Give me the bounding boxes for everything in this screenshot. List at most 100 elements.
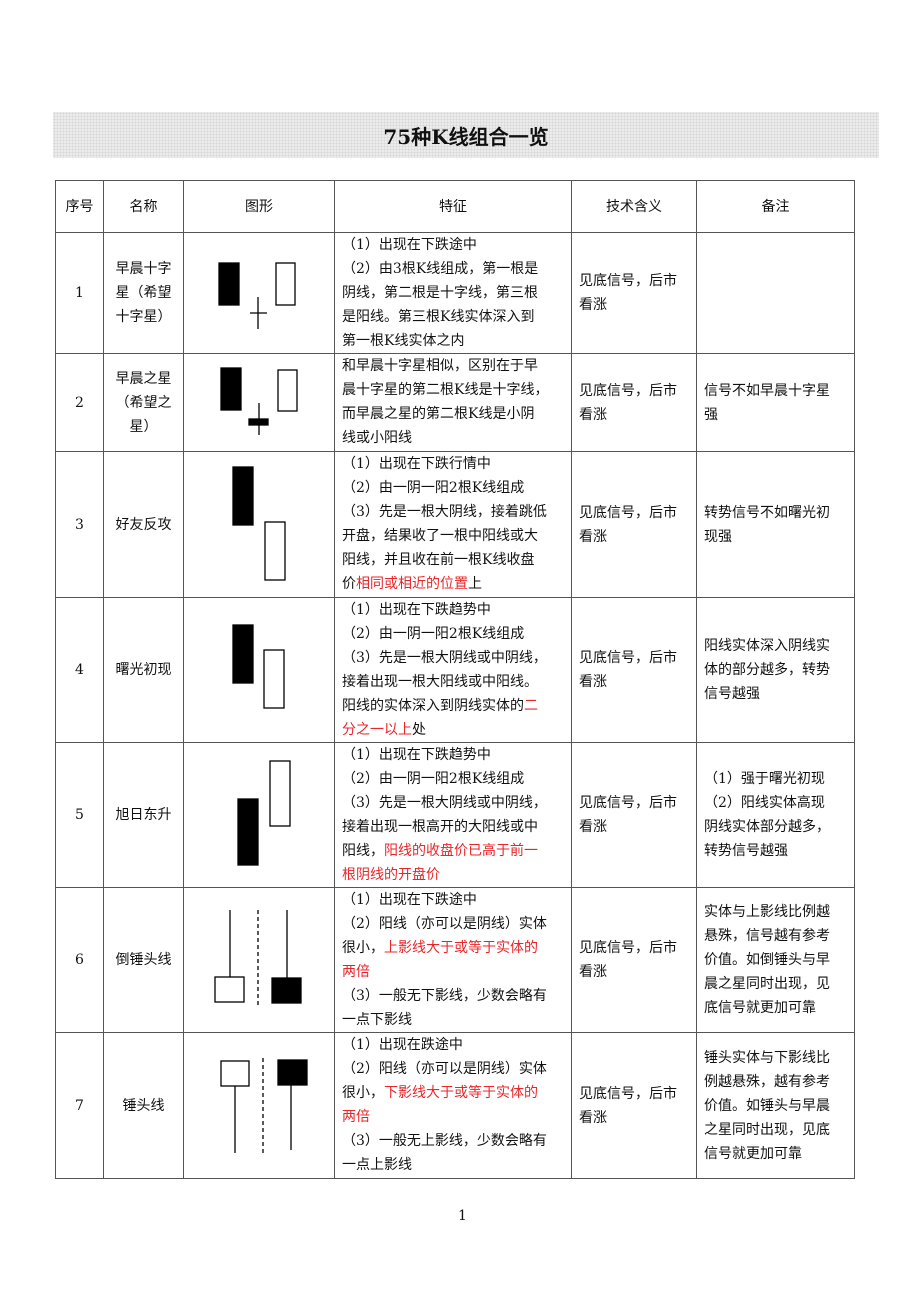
feature-text: 接着出现一根高开的大阳线或中 xyxy=(342,819,538,835)
feature-line: （2）阳线（亦可以是阴线）实体 xyxy=(342,912,569,936)
name-line: 星（希望 xyxy=(115,285,172,301)
kline-table: 序号 名称 图形 特征 技术含义 备注 1 早晨十字星（希望十字星） （1）出现在下… xyxy=(55,180,855,1179)
feature-line: 接着出现一根大阳线或中阳线。 xyxy=(342,670,569,694)
row-number: 1 xyxy=(55,232,104,354)
feature-line: 开盘，结果收了一根中阳线或大 xyxy=(342,524,569,548)
row-meaning: 见底信号，后市 看涨 xyxy=(571,742,697,888)
meaning-line: 看涨 xyxy=(579,819,607,835)
feature-line: （1）出现在下跌途中 xyxy=(342,888,569,912)
name-line: 十字星） xyxy=(115,309,172,325)
highlight-text: 两倍 xyxy=(342,964,370,980)
feature-text: 阴线，第二根是十字线，第三根 xyxy=(342,285,538,301)
note-line: 阴线实体部分越多， xyxy=(704,819,830,835)
feature-text: 一点下影线 xyxy=(342,1012,412,1028)
row-note: 锤头实体与下影线比 例越悬殊，越有参考 价值。如锤头与早晨 之星同时出现，见底 信号就更… xyxy=(696,1032,855,1179)
feature-text: （1）出现在下跌趋势中 xyxy=(342,747,491,763)
feature-line: （2）由3根K线组成，第一根是 xyxy=(342,257,569,281)
header-meaning: 技术含义 xyxy=(571,180,697,233)
bullish-candle xyxy=(263,649,285,709)
note-line: 晨之星同时出现，见 xyxy=(704,976,830,992)
figure-row-7 xyxy=(220,1058,308,1153)
feature-text: （2）阳线（亦可以是阴线）实体 xyxy=(342,1061,547,1077)
figure-cell xyxy=(183,451,335,598)
row-note: 转势信号不如曙光初 现强 xyxy=(696,451,855,598)
note-line: 信号就更加可靠 xyxy=(704,1145,802,1162)
highlight-text: 分之一以上 xyxy=(342,722,412,738)
feature-line: （3）先是一根大阴线或中阴线， xyxy=(342,646,569,670)
highlight-text: 两倍 xyxy=(342,1109,370,1125)
figure-row-2 xyxy=(220,367,298,435)
feature-line: （3）一般无上影线，少数会略有 xyxy=(342,1129,569,1153)
table-row: 2 早晨之星 （希望之 星） 和早晨十字星相似，区别在于早 晨十字星的第二根K线是十字线，… xyxy=(55,353,855,452)
feature-text: （2）由一阴一阳2根K线组成 xyxy=(342,771,525,787)
meaning-line: 看涨 xyxy=(579,297,607,313)
bullish-candle xyxy=(220,1060,250,1087)
row-note: 信号不如早晨十字星强 xyxy=(696,353,855,452)
row-feature: （1）出现在跌途中 （2）阳线（亦可以是阴线）实体 很小，下影线大于或等于实体的 两倍… xyxy=(334,1032,572,1179)
note-line: 阳线实体深入阴线实 xyxy=(704,638,830,654)
row-meaning: 见底信号，后市 看涨 xyxy=(571,451,697,598)
note-line: 现强 xyxy=(704,528,732,545)
feature-line: 分之一以上处 xyxy=(342,718,569,742)
feature-line: （1）出现在跌途中 xyxy=(342,1033,569,1057)
name-line: 早晨十字 xyxy=(115,261,172,277)
figure-row-6 xyxy=(214,910,302,1007)
bullish-candle xyxy=(275,262,296,306)
bearish-candle xyxy=(271,977,302,1004)
row-meaning: 见底信号，后市 看涨 xyxy=(571,1032,697,1179)
name-line: （希望之 xyxy=(115,394,172,411)
feature-text: 很小， xyxy=(342,940,384,956)
feature-text: 阳线， xyxy=(342,843,384,859)
table-row: 1 早晨十字 星（希望 十字星） （1）出现在下跌途中 （2）由3根K线组成，第一根是 阴线… xyxy=(55,232,855,354)
table-row: 7 锤头线 （1）出现在跌途中 （2）阳线（亦可以是阴线）实体 很小，下影线大于或等于实… xyxy=(55,1032,855,1179)
feature-text: 晨十字星的第二根K线是十字线， xyxy=(342,382,549,398)
feature-line: 阴线，第二根是十字线，第三根 xyxy=(342,281,569,305)
feature-line: 是阳线。第三根K线实体深入到 xyxy=(342,305,569,329)
table-row: 5 旭日东升 （1）出现在下跌趋势中 （2）由一阴一阳2根K线组成 （3）先是一根大阴线… xyxy=(55,742,855,888)
feature-text: 阳线的实体深入到阴线实体的 xyxy=(342,698,524,714)
note-line: 实体与上影线比例越 xyxy=(704,904,830,920)
row-feature: （1）出现在下跌趋势中 （2）由一阴一阳2根K线组成 （3）先是一根大阴线或中阴线，… xyxy=(334,597,572,743)
bearish-candle xyxy=(218,262,240,306)
feature-text: （1）出现在跌途中 xyxy=(342,1037,463,1053)
feature-text: （2）由一阴一阳2根K线组成 xyxy=(342,480,525,496)
meaning-line: 看涨 xyxy=(579,406,607,423)
bullish-candle xyxy=(264,521,286,581)
feature-line: （2）由一阴一阳2根K线组成 xyxy=(342,622,569,646)
figure-cell xyxy=(183,887,335,1033)
header-name: 名称 xyxy=(103,180,184,233)
note-line: 例越悬殊，越有参考 xyxy=(704,1073,830,1090)
feature-line: 阳线的实体深入到阴线实体的二 xyxy=(342,694,569,718)
highlight-text: 根阴线的开盘价 xyxy=(342,867,440,883)
table-row: 4 曙光初现 （1）出现在下跌趋势中 （2）由一阴一阳2根K线组成 （3）先是一根大阴线… xyxy=(55,597,855,743)
feature-text: （3）一般无下影线，少数会略有 xyxy=(342,988,547,1004)
row-name: 倒锤头线 xyxy=(103,887,184,1033)
note-line: （1）强于曙光初现 xyxy=(704,771,825,787)
meaning-line: 见底信号，后市 xyxy=(579,273,677,289)
feature-line: 两倍 xyxy=(342,1105,569,1129)
bullish-candle xyxy=(269,760,291,827)
table-header-row: 序号 名称 图形 特征 技术含义 备注 xyxy=(55,180,855,233)
name-line: 倒锤头线 xyxy=(115,952,172,968)
feature-line: （3）先是一根大阴线，接着跳低 xyxy=(342,500,569,524)
feature-line: 晨十字星的第二根K线是十字线， xyxy=(342,378,569,402)
name-line: 星） xyxy=(129,418,158,435)
highlight-text: 下影线大于或等于实体的 xyxy=(384,1085,538,1101)
row-meaning: 见底信号，后市 看涨 xyxy=(571,597,697,743)
bullish-candle xyxy=(277,369,298,412)
feature-line: 阳线，阳线的收盘价已高于前一 xyxy=(342,839,569,863)
figure-row-4 xyxy=(232,624,285,709)
feature-line: 两倍 xyxy=(342,960,569,984)
meaning-line: 看涨 xyxy=(579,528,607,545)
feature-text: 上 xyxy=(468,576,482,592)
feature-text: （3）先是一根大阴线或中阴线， xyxy=(342,795,547,811)
note-line: 体的部分越多，转势 xyxy=(704,662,830,678)
row-name: 早晨之星 （希望之 星） xyxy=(103,353,184,452)
document-title: 75种K线组合一览 xyxy=(383,124,549,149)
meaning-line: 见底信号，后市 xyxy=(579,1085,677,1102)
name-line: 曙光初现 xyxy=(115,662,172,678)
feature-text: 价 xyxy=(342,576,356,592)
note-line: （2）阳线实体高现 xyxy=(704,795,825,811)
note-line: 价值。如倒锤头与早 xyxy=(704,952,830,968)
